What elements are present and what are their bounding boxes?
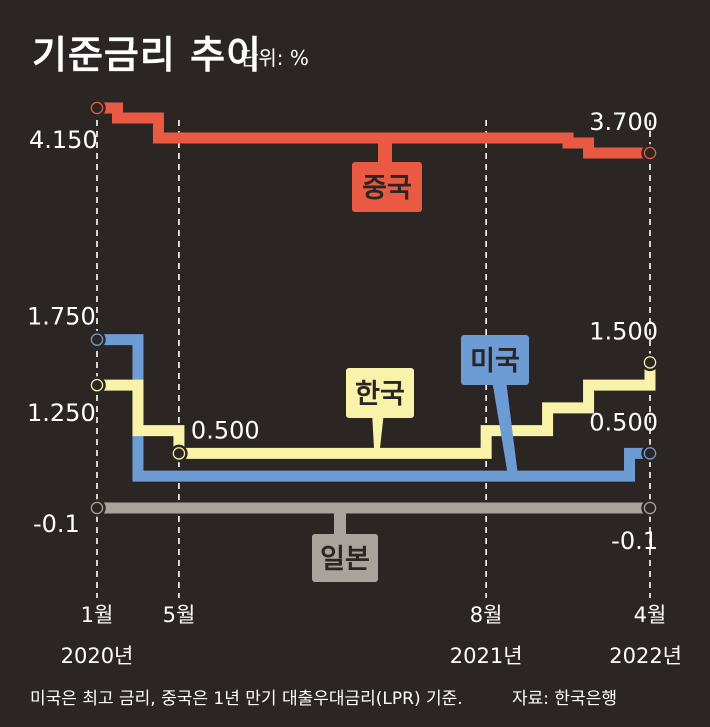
data-label-us: 0.500	[589, 408, 658, 436]
point-marker-hole	[645, 148, 655, 158]
point-marker-hole	[92, 380, 102, 391]
series-line-china	[97, 102, 650, 159]
legend-box-us	[461, 335, 529, 385]
callout-pointer-china	[378, 140, 392, 166]
legend-label-korea: 한국	[355, 379, 405, 410]
footnote: 미국은 최고 금리, 중국은 1년 만기 대출우대금리(LPR) 기준.	[30, 689, 463, 709]
chart-unit-label: 단위: %	[240, 46, 309, 70]
legend-label-japan: 일본	[320, 544, 370, 575]
data-label-us: 1.750	[27, 303, 96, 331]
point-marker-hole	[92, 103, 102, 113]
legend-box-china	[352, 162, 422, 212]
data-label-korea: 0.500	[191, 416, 260, 444]
point-marker-hole	[645, 357, 655, 368]
callout-pointer-us	[492, 380, 518, 476]
point-marker-hole	[645, 503, 655, 513]
series-line-korea	[97, 362, 656, 459]
data-label-korea: 1.250	[27, 399, 96, 427]
x-tick-month: 5월	[163, 603, 196, 627]
point-marker-hole	[92, 334, 102, 345]
x-tick-year: 2020년	[61, 644, 134, 668]
data-label-japan: -0.1	[33, 510, 80, 538]
x-tick-year: 2022년	[609, 644, 682, 668]
x-tick-year: 2021년	[450, 644, 523, 668]
data-label-japan: -0.1	[611, 527, 658, 555]
data-label-korea: 1.500	[589, 317, 658, 345]
legend-box-korea	[346, 368, 414, 418]
x-tick-month: 4월	[634, 603, 667, 627]
callout-pointer-japan	[334, 506, 346, 538]
point-marker-hole	[173, 448, 184, 459]
data-label-china: 4.150	[29, 126, 98, 154]
chart-title: 기준금리 추이	[32, 33, 262, 77]
x-tick-month: 1월	[81, 603, 114, 627]
legend-label-china: 중국	[362, 173, 412, 204]
data-label-china: 3.700	[589, 108, 658, 136]
series-line-us	[97, 334, 650, 482]
x-tick-month: 8월	[470, 603, 503, 627]
legend-box-japan	[312, 534, 378, 582]
callout-pointer-korea	[372, 412, 384, 448]
legend-label-us: 미국	[470, 346, 520, 377]
point-marker-hole	[92, 503, 102, 513]
source-credit: 자료: 한국은행	[512, 689, 617, 709]
point-marker-hole	[645, 448, 655, 459]
